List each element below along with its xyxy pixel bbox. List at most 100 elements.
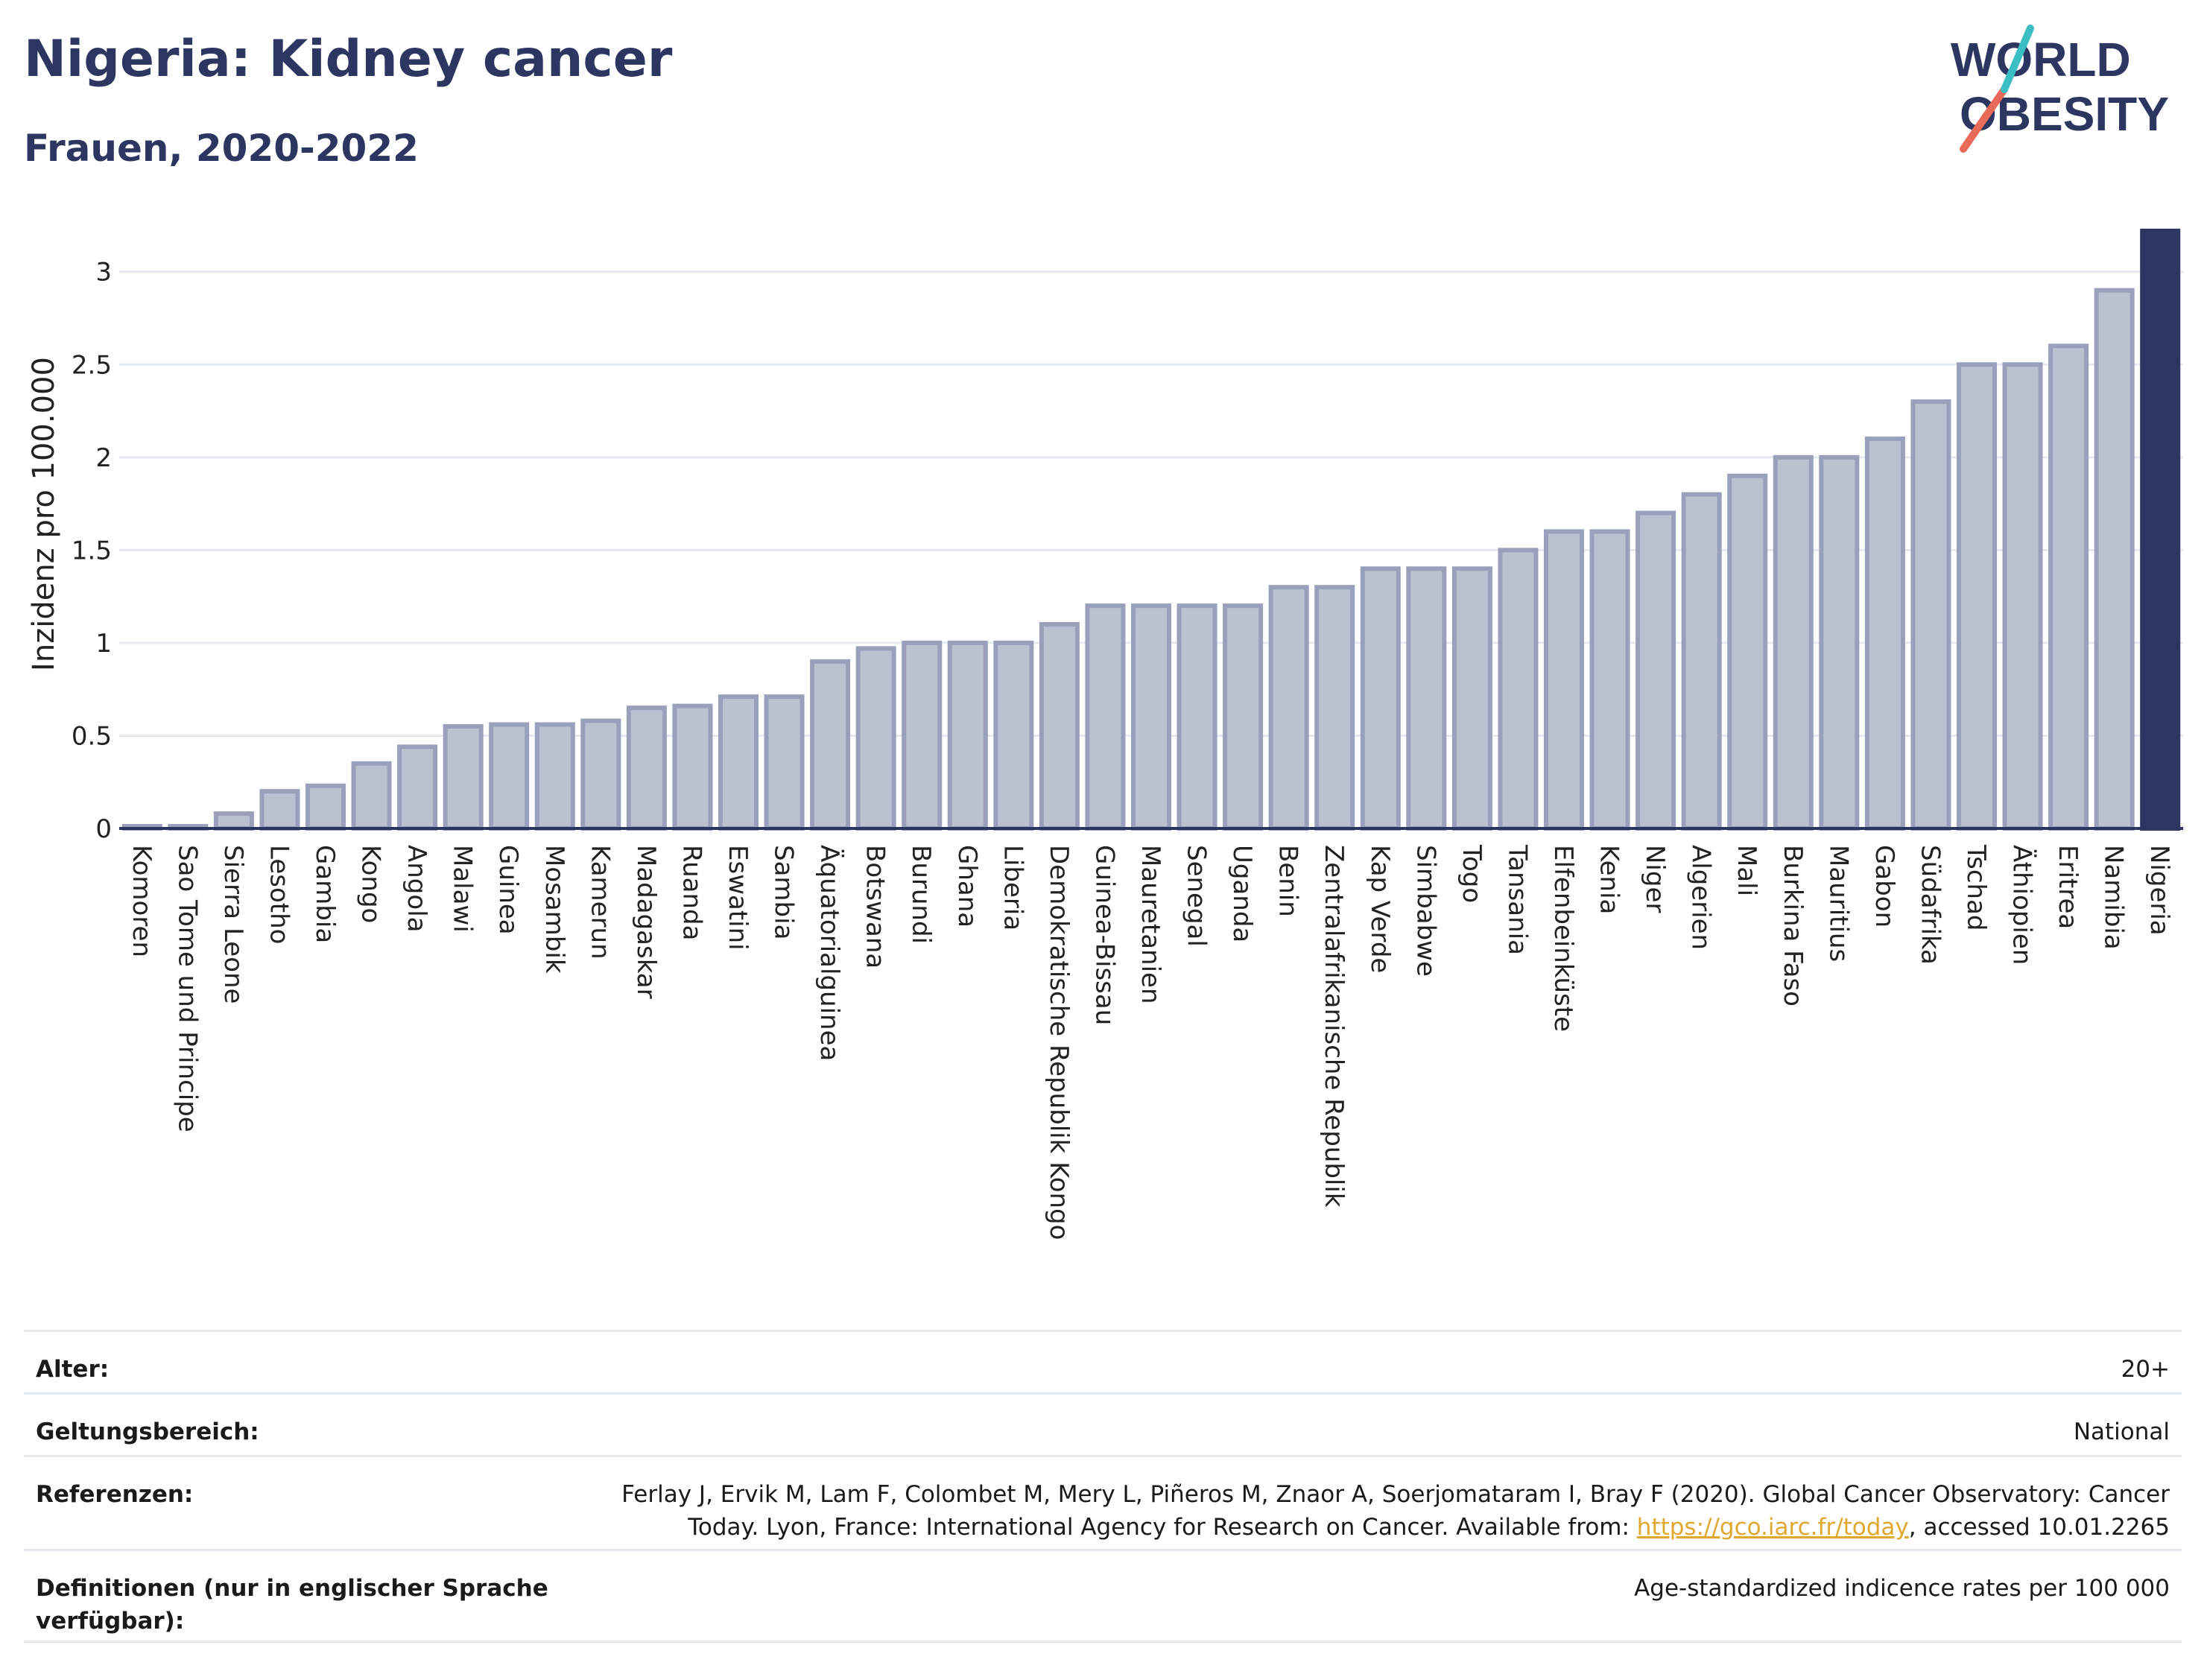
bar-mauritius (1819, 454, 1860, 831)
meta-def-label: Definitionen (nur in englischer Sprache … (36, 1575, 548, 1635)
bar-burundi (902, 640, 943, 831)
bar-demokratische-republik-kongo (1039, 622, 1080, 831)
x-category-label: Komoren (127, 845, 156, 957)
x-category-label: Äquatorialguinea (814, 845, 844, 1061)
bar-mauretanien (1130, 603, 1172, 831)
bar-kenia (1589, 529, 1630, 831)
logo-line2: OBESITY (1960, 87, 2169, 141)
x-category-label: Uganda (1227, 845, 1257, 942)
meta-row-scope: Geltungsbereich: National (24, 1392, 2182, 1455)
logo-line1: WORLD (1951, 33, 2131, 86)
bar-botswana (855, 646, 896, 831)
bar--thiopien (2002, 362, 2043, 831)
bar-mali (1727, 473, 1768, 831)
x-category-label: Senegal (1182, 845, 1212, 947)
y-axis-ticks: 0 0.5 1 1.5 2 2.5 3 (72, 258, 112, 844)
bar-gabon (1864, 436, 1905, 831)
x-category-label: Burundi (906, 845, 936, 944)
bar-sierra-leone (213, 811, 254, 831)
x-category-label: Mosambik (539, 845, 569, 974)
x-category-label: Benin (1273, 845, 1303, 917)
meta-scope-value: National (2073, 1419, 2170, 1445)
meta-ref-value: Ferlay J, Ervik M, Lam F, Colombet M, Me… (590, 1478, 2170, 1544)
bar-ruanda (672, 703, 713, 831)
bar-kap-verde (1360, 566, 1401, 831)
x-category-label: Elfenbeinküste (1548, 845, 1578, 1032)
bar-algerien (1681, 492, 1722, 831)
meta-ref-label: Referenzen: (36, 1481, 194, 1508)
x-category-label: Angola (402, 845, 431, 932)
x-category-label: Ghana (952, 845, 982, 928)
bar-kamerun (580, 718, 621, 831)
page-title: Nigeria: Kidney cancer (24, 30, 673, 89)
bar-eswatini (718, 694, 759, 831)
bar-zentralafrikanische-republik (1314, 585, 1355, 831)
x-category-label: Guinea-Bissau (1089, 845, 1119, 1025)
x-category-label: Kap Verde (1365, 845, 1395, 973)
bar--quatorialguinea (810, 659, 851, 831)
bar-liberia (993, 640, 1034, 831)
bar-sambia (764, 694, 805, 831)
x-category-label: Gabon (1869, 845, 1899, 928)
logo-slash-red (1960, 86, 2008, 153)
bar-togo (1451, 566, 1492, 831)
x-category-label: Mali (1732, 845, 1761, 896)
x-category-label: Eswatini (723, 845, 753, 951)
x-category-label: Algerien (1686, 845, 1716, 950)
bar-kongo (351, 761, 392, 831)
meta-age-label: Alter: (36, 1356, 110, 1383)
x-category-label: Kongo (356, 845, 386, 923)
x-category-label: Kenia (1595, 845, 1624, 914)
x-category-label: Sambia (769, 845, 799, 939)
x-category-label: Mauritius (1823, 845, 1853, 962)
bar-uganda (1223, 603, 1264, 831)
x-category-label: Tansania (1502, 844, 1532, 955)
meta-scope-label: Geltungsbereich: (36, 1419, 259, 1445)
bar-benin (1268, 585, 1309, 831)
bar-senegal (1177, 603, 1217, 831)
x-category-label: Sierra Leone (218, 845, 248, 1004)
y-tick-label: 1 (95, 629, 112, 659)
metadata-table: Alter: 20+ Geltungsbereich: National Ref… (24, 1330, 2182, 1643)
y-tick-label: 1.5 (72, 536, 112, 565)
x-category-label: Madagaskar (631, 845, 661, 999)
x-category-label: Botswana (861, 845, 890, 969)
bar-niger (1635, 510, 1676, 831)
meta-def-value: Age-standardized indicence rates per 100… (1634, 1575, 2170, 1602)
x-category-label: Simbabwe (1410, 845, 1440, 977)
reference-link[interactable]: https://gco.iarc.fr/today (1636, 1514, 1909, 1541)
x-category-label: Nigeria (2144, 845, 2174, 936)
x-axis-labels: Komoren Sao Tome und Principe Sierra Leone… (127, 844, 2174, 1240)
bar-ghana (947, 640, 988, 831)
x-category-label: Togo (1457, 844, 1486, 903)
x-category-label: Namibia (2099, 845, 2129, 950)
x-category-label: Lesotho (264, 845, 294, 944)
meta-row-age: Alter: 20+ (24, 1330, 2182, 1392)
bar-nigeria (2140, 228, 2181, 831)
bar-elfenbeink-ste (1543, 529, 1585, 831)
bar-mosambik (534, 722, 575, 831)
bar-malawi (443, 724, 484, 831)
x-category-label: Zentralafrikanische Republik (1319, 845, 1349, 1208)
bar-madagaskar (626, 706, 667, 831)
x-category-label: Ruanda (677, 845, 706, 940)
world-obesity-logo: WORLD OBESITY (1951, 25, 2169, 153)
bars (119, 228, 2183, 831)
x-category-label: Sao Tome und Principe (172, 845, 202, 1132)
y-tick-label: 2 (95, 443, 112, 473)
bar-tansania (1498, 548, 1539, 831)
y-tick-label: 0.5 (72, 721, 112, 751)
x-category-label: Eritrea (2053, 845, 2083, 929)
y-axis-title: Inzidenz pro 100.000 (27, 357, 61, 671)
y-tick-label: 2.5 (72, 350, 112, 380)
x-category-label: Mauretanien (1136, 845, 1165, 1004)
x-category-label: Südafrika (1915, 845, 1945, 965)
bar-tschad (1956, 362, 1998, 831)
meta-row-definitions: Definitionen (nur in englischer Sprache … (24, 1549, 2182, 1643)
y-tick-label: 0 (95, 814, 112, 844)
x-category-label: Äthiopien (2007, 845, 2037, 965)
bar-lesotho (259, 789, 300, 831)
x-category-label: Liberia (998, 845, 1027, 931)
bar-s-dafrika (1910, 399, 1951, 831)
y-tick-label: 3 (95, 258, 112, 288)
